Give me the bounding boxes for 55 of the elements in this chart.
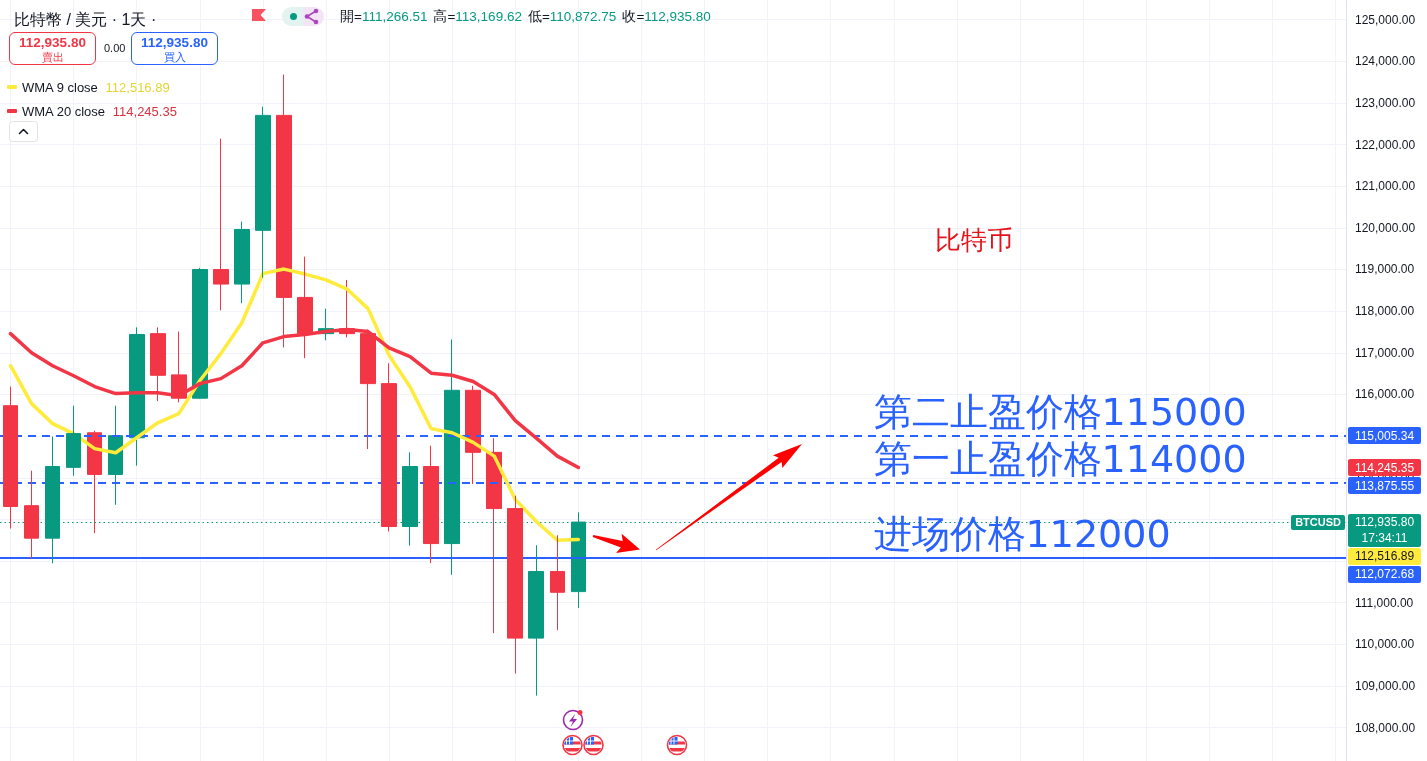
candlestick (129, 326, 145, 467)
text: 114,245.35 (1348, 459, 1421, 476)
candlestick (381, 362, 397, 532)
y-tick-label: 116,000.00 (1355, 387, 1415, 402)
candlestick (528, 544, 544, 697)
candlestick (45, 436, 60, 564)
ref-line-label: 113,875.55 (1348, 477, 1421, 494)
y-tick-label: 118,000.00 (1355, 304, 1415, 319)
candlestick (24, 470, 39, 560)
candlestick (550, 534, 565, 631)
y-tick-label: 125,000.00 (1355, 12, 1416, 27)
candlestick (423, 445, 439, 564)
legend-label: WMA 20 close (22, 103, 106, 119)
buy-button: 112,935.80 買入 (131, 32, 218, 65)
y-tick-label: 108,000.00 (1355, 720, 1416, 735)
y-tick-label: 122,000.00 (1355, 137, 1416, 152)
y-tick-label: 123,000.00 (1355, 95, 1416, 110)
legend-label: WMA 9 close (22, 79, 98, 95)
annotation: 112,935.80 (140, 35, 209, 51)
annotation: 114,245.35 (112, 103, 177, 119)
line-series (8, 267, 581, 542)
annotation: 第一止盈价格114000 (873, 436, 1247, 481)
ref-line-label: 115,005.34 (1348, 427, 1421, 444)
candlestick (234, 221, 250, 304)
y-tick-label: 117,000.00 (1355, 345, 1415, 360)
y-tick-label: 121,000.00 (1355, 179, 1416, 194)
annotation: 比特币 (935, 224, 1013, 256)
annotation: 0.00 (104, 41, 126, 55)
candlestick (465, 385, 481, 485)
y-tick-label: 110,000.00 (1355, 637, 1415, 652)
annotation: 112,516.89 (105, 79, 170, 95)
candlestick (66, 405, 81, 477)
candlestick (507, 495, 523, 675)
ref-line-label: 112,072.68 (1348, 566, 1421, 583)
candlestick (192, 267, 208, 400)
candlestick (255, 106, 271, 279)
annotation: BTCUSD (1291, 514, 1345, 530)
text: 比特幣 / 美元 · 1天 · (14, 10, 157, 28)
y-tick-label: 120,000.00 (1355, 220, 1416, 235)
annotation: 进场价格112000 (873, 512, 1171, 557)
candlestick (213, 138, 229, 311)
y-tick-label: 119,000.00 (1355, 262, 1415, 277)
y-tick-label: 124,000.00 (1355, 54, 1416, 69)
candlestick (3, 386, 18, 530)
candlestick (171, 331, 187, 403)
ref-line-label: 112,935.80 17:34:11 (1348, 514, 1421, 547)
text: 開=111,266.51 高=113,169.62 低=110,872.75 收=112,935.80 (340, 9, 711, 24)
text: 112,516.89 (1348, 548, 1421, 565)
sell-button: 112,935.80 賣出 (9, 32, 96, 65)
annotation: 112,935.80 (18, 35, 87, 51)
annotation: 買入 (162, 51, 187, 63)
y-tick-label: 109,000.00 (1355, 679, 1416, 694)
annotation: 第二止盈价格115000 (873, 389, 1247, 434)
y-tick-label: 111,000.00 (1355, 595, 1414, 610)
annotation: 賣出 (40, 51, 65, 63)
